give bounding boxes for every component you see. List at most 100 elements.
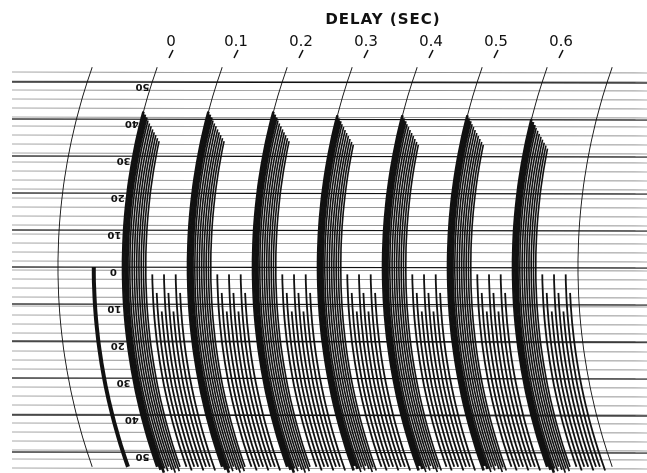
trace-line [270, 135, 307, 469]
echo-line [374, 292, 411, 471]
y-tick-label: 10 [107, 303, 121, 314]
x-tick-mark [233, 49, 239, 59]
trace-line [258, 120, 296, 469]
trace-line [381, 114, 420, 471]
echo-line [476, 274, 513, 468]
grid-line [11, 80, 647, 83]
y-tick-label: 50 [136, 81, 150, 92]
echo-line [297, 292, 335, 471]
echo-line [302, 311, 337, 468]
echo-line [293, 274, 330, 468]
trace-line [265, 129, 303, 471]
grid-line [11, 107, 647, 110]
trace-line [186, 111, 224, 468]
trace-line [251, 111, 289, 468]
y-tick-label: 40 [125, 414, 139, 425]
trace-line [454, 124, 492, 473]
trace-line [142, 138, 181, 472]
major-grid-line [11, 118, 647, 121]
echo-line [427, 292, 465, 471]
echo-line [545, 292, 583, 471]
grid-line [11, 224, 647, 227]
grid-line [11, 467, 647, 470]
trace-line [326, 126, 363, 468]
trace-line [268, 132, 307, 473]
trace-group [381, 114, 476, 473]
echo-line [225, 311, 261, 468]
trace-line [189, 114, 227, 471]
trace-line [272, 138, 311, 472]
x-tick-mark [493, 49, 499, 59]
echo-line [179, 292, 216, 471]
grid-line [11, 98, 647, 101]
echo-line [228, 274, 265, 468]
trace-group [316, 114, 411, 473]
x-tick-label: 0.6 [549, 32, 573, 50]
trace-line [458, 129, 496, 471]
trace-line [405, 144, 443, 471]
trace-line [256, 117, 296, 473]
trace-line [193, 120, 231, 469]
echo-line [358, 274, 395, 468]
y-tick-label: 0 [110, 266, 117, 277]
trace-line [460, 132, 497, 467]
trace-group [121, 111, 216, 473]
trace-line [254, 114, 292, 471]
echo-line [174, 274, 211, 468]
trace-line [275, 141, 311, 468]
delay-arc [577, 67, 613, 467]
trace-line [335, 138, 374, 473]
echo-line [239, 274, 276, 468]
trace-group [446, 114, 541, 473]
echo-line [497, 311, 532, 468]
grid-line [11, 125, 647, 128]
y-tick-labels: 50 40 30 20 10 0 10 20 30 40 50 [107, 81, 149, 462]
trace-line [518, 127, 556, 469]
echo-line [244, 292, 281, 471]
trace-line [393, 129, 431, 471]
trace-line [316, 114, 355, 471]
echo-line [237, 311, 272, 468]
trace-group [511, 118, 606, 473]
trace-line [532, 145, 571, 472]
trace-line [395, 132, 432, 467]
grid-line [11, 116, 647, 119]
echo-line [550, 311, 586, 468]
trace-line [319, 117, 356, 467]
trace-line [398, 135, 435, 470]
echo-line [557, 292, 595, 471]
trace-line [138, 132, 177, 473]
trace-line [467, 141, 504, 468]
trace-line [200, 129, 238, 471]
y-tick-label: 20 [111, 340, 125, 351]
grid-line [11, 332, 647, 335]
trace-line [521, 130, 559, 472]
echo-line [220, 292, 258, 471]
trace-line [121, 111, 159, 468]
trace-line [210, 141, 246, 468]
trace-line [126, 117, 166, 473]
trace-line [191, 117, 231, 473]
trace-line [145, 141, 181, 468]
echo-line [504, 292, 541, 471]
y-tick-label: 30 [117, 155, 131, 166]
echo-line [432, 311, 467, 468]
trace-line [128, 120, 166, 469]
trace-line [124, 114, 162, 471]
echo-line [346, 274, 383, 468]
echo-line [355, 311, 391, 468]
echo-line [553, 274, 590, 468]
trace-line [511, 118, 549, 468]
trace-line [402, 141, 439, 468]
echo-line [232, 292, 270, 471]
echo-line [564, 274, 601, 468]
trace-line [525, 136, 563, 471]
echo-line [420, 311, 456, 468]
trace-line [523, 133, 560, 468]
echo-line [562, 311, 597, 468]
trace-line [451, 120, 489, 470]
trace-line [391, 126, 428, 468]
trace-line [535, 148, 571, 468]
echo-line [155, 292, 193, 471]
echo-line [160, 311, 196, 468]
